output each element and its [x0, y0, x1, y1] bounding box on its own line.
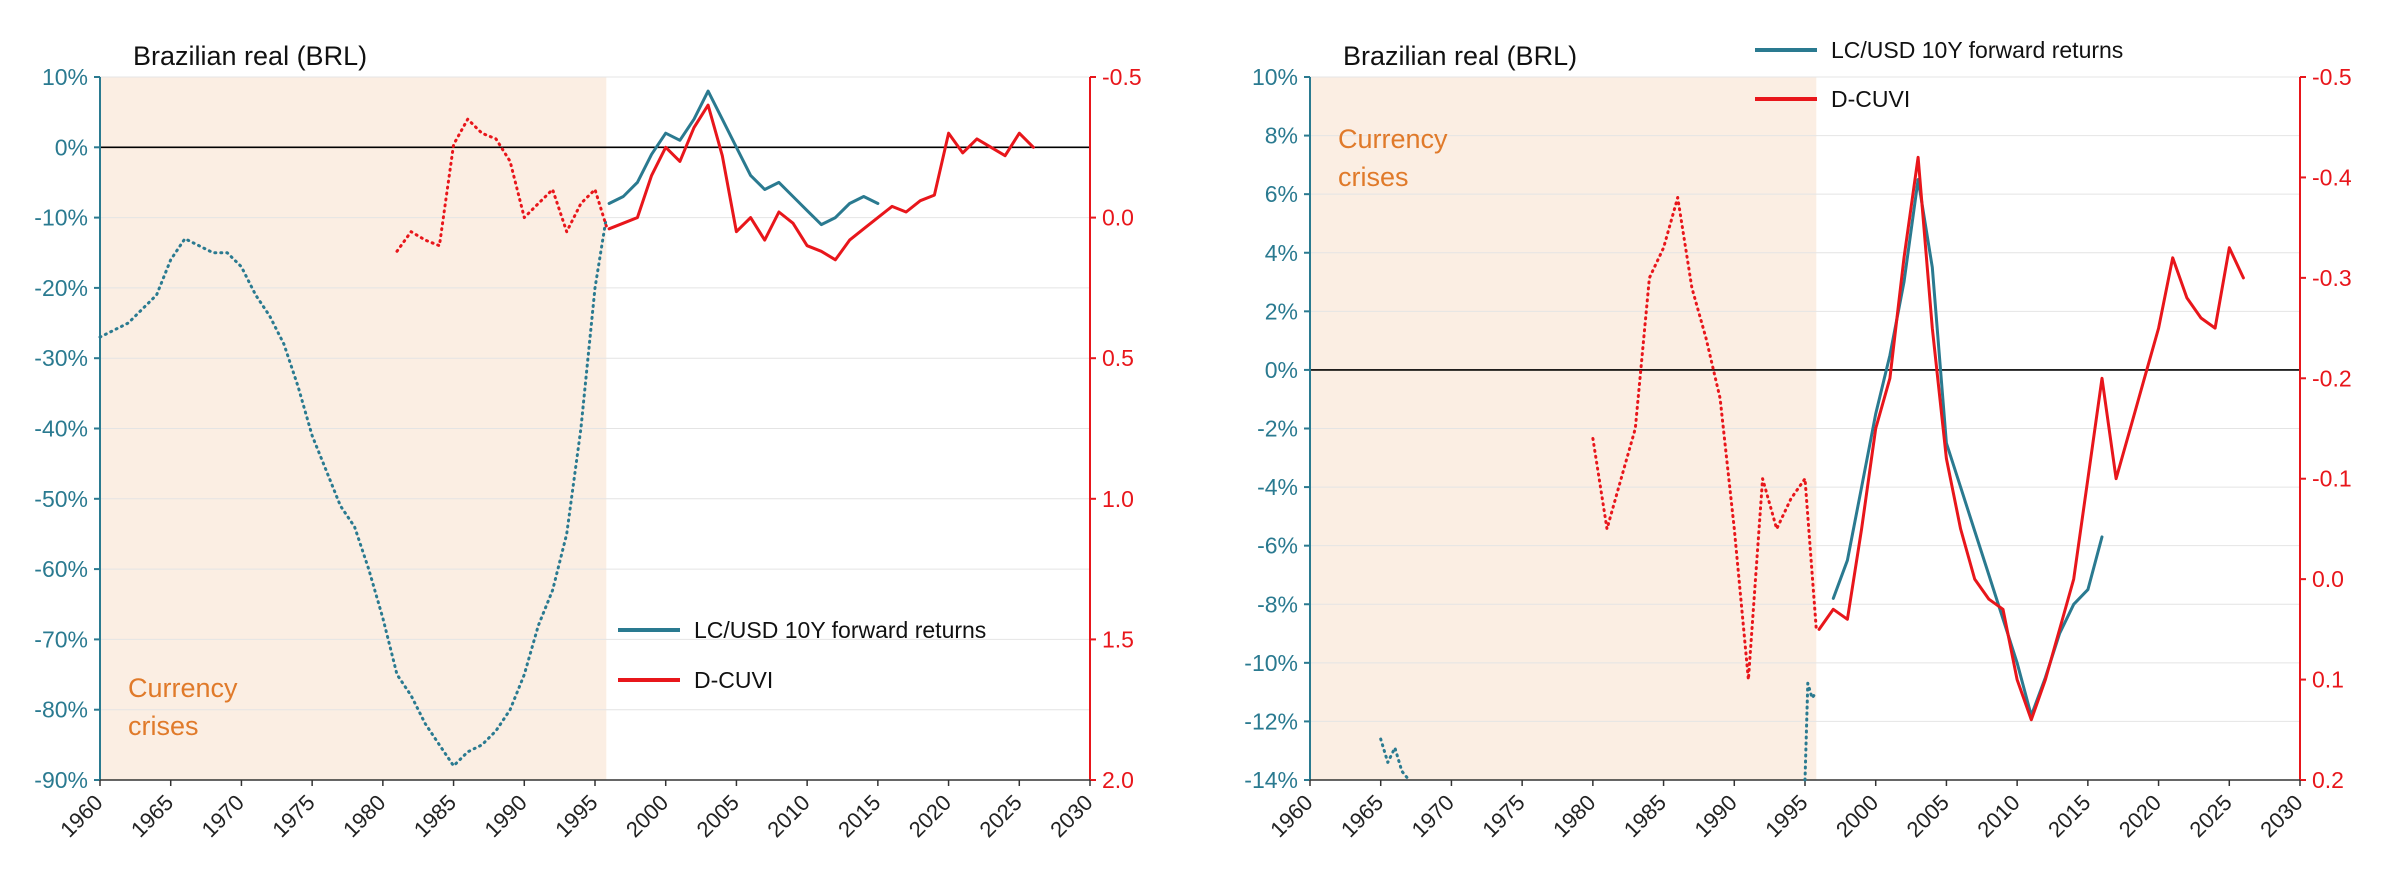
- x-axis-tick-label: 1975: [267, 790, 319, 842]
- x-axis-tick-label: 2005: [1902, 790, 1954, 842]
- dcuvi-series-line-dotted: [395, 117, 608, 253]
- right-axis-tick-label: -0.5: [1102, 64, 1142, 90]
- right-axis-tick-label: -0.2: [2312, 365, 2352, 391]
- x-axis-tick-label: 1985: [1619, 790, 1671, 842]
- x-axis-tick-label: 1995: [1760, 790, 1812, 842]
- left-axis-tick-label: -20%: [34, 275, 88, 301]
- x-axis-tick-label: 2030: [2255, 790, 2307, 842]
- x-axis-tick-label: 1960: [55, 790, 107, 842]
- x-axis-tick-label: 1970: [1407, 790, 1459, 842]
- dcuvi-series-line-dotted: [1591, 196, 1818, 682]
- right-axis-tick-label: 0.5: [1102, 345, 1134, 371]
- legend-entry-label: LC/USD 10Y forward returns: [1831, 37, 2123, 63]
- left-axis-tick-label: -40%: [34, 416, 88, 442]
- x-axis-tick-label: 1970: [197, 790, 249, 842]
- x-axis-tick-label: 2030: [1045, 790, 1097, 842]
- x-axis-tick-label: 2015: [833, 790, 885, 842]
- left-axis-tick-label: 8%: [1265, 123, 1298, 149]
- left-axis-tick-label: -14%: [1244, 767, 1298, 793]
- left-axis-tick-label: -50%: [34, 486, 88, 512]
- x-axis-tick-label: 2000: [1831, 790, 1883, 842]
- x-axis-tick-label: 2005: [692, 790, 744, 842]
- x-axis-tick-label: 2000: [621, 790, 673, 842]
- right-axis-tick-label: -0.4: [2312, 164, 2352, 190]
- x-axis-tick-label: 1965: [126, 790, 178, 842]
- right-axis-tick-label: 0.2: [2312, 767, 2344, 793]
- right-axis-tick-label: 0.0: [1102, 205, 1134, 231]
- legend-entry-label: D-CUVI: [694, 667, 773, 693]
- left-axis-tick-label: -10%: [34, 205, 88, 231]
- right-axis-tick-label: -0.3: [2312, 265, 2352, 291]
- returns-series-line-dotted: [1803, 681, 1818, 782]
- left-axis-tick-label: -70%: [34, 626, 88, 652]
- x-axis-tick-label: 1980: [1548, 790, 1600, 842]
- left-axis-tick-label: -80%: [34, 697, 88, 723]
- left-axis-tick-label: 0%: [1265, 357, 1298, 383]
- x-axis-tick-label: 2010: [762, 790, 814, 842]
- chart-left-panel: Brazilian real (BRL) 10% 0% -10% -20% -30% -4…: [34, 41, 1141, 842]
- dcuvi-series-line-solid: [607, 103, 1035, 262]
- currency-crises-annotation: crises: [128, 711, 199, 741]
- x-axis-tick-label: 2015: [2043, 790, 2095, 842]
- left-axis-tick-label: 10%: [1252, 64, 1298, 90]
- right-axis-tick-label: 1.0: [1102, 486, 1134, 512]
- left-axis-tick-label: 10%: [42, 64, 88, 90]
- left-axis-tick-label: -6%: [1257, 533, 1298, 559]
- right-axis-tick-label: -0.5: [2312, 64, 2352, 90]
- x-axis-tick-label: 2020: [2114, 790, 2166, 842]
- left-axis-tick-label: -90%: [34, 767, 88, 793]
- left-axis-tick-label: -12%: [1244, 708, 1298, 734]
- chart-title: Brazilian real (BRL): [1343, 41, 1577, 71]
- x-axis-tick-label: 1990: [1690, 790, 1742, 842]
- x-axis-tick-label: 2020: [904, 790, 956, 842]
- x-axis-tick-label: 2010: [1972, 790, 2024, 842]
- x-axis-tick-label: 1965: [1336, 790, 1388, 842]
- left-axis-tick-label: 4%: [1265, 240, 1298, 266]
- x-axis-tick-label: 1990: [480, 790, 532, 842]
- left-axis-tick-label: -60%: [34, 556, 88, 582]
- left-axis-tick-label: -8%: [1257, 591, 1298, 617]
- x-axis-tick-label: 1980: [338, 790, 390, 842]
- x-axis-tick-label: 1985: [409, 790, 461, 842]
- legend-entry-label: D-CUVI: [1831, 86, 1910, 112]
- left-axis-tick-label: -30%: [34, 345, 88, 371]
- right-axis-tick-label: 1.5: [1102, 626, 1134, 652]
- left-axis-tick-label: 0%: [55, 134, 88, 160]
- returns-series-line-dotted: [98, 216, 608, 768]
- left-axis-tick-label: 6%: [1265, 181, 1298, 207]
- currency-crises-annotation: Currency: [128, 673, 238, 703]
- right-axis-tick-label: 0.0: [2312, 566, 2344, 592]
- currency-crises-annotation: crises: [1338, 162, 1409, 192]
- x-axis-tick-label: 1995: [550, 790, 602, 842]
- x-axis-tick-label: 2025: [2185, 790, 2237, 842]
- x-axis-tick-label: 1960: [1265, 790, 1317, 842]
- returns-series-line-solid: [607, 89, 880, 227]
- x-axis-tick-label: 1975: [1477, 790, 1529, 842]
- left-axis-tick-label: 2%: [1265, 298, 1298, 324]
- chart-right-panel: Brazilian real (BRL) 10% 8% 6% 4% 2% 0% -2% -4%…: [1244, 37, 2352, 842]
- currency-crises-annotation: Currency: [1338, 124, 1448, 154]
- dcuvi-series-line-solid: [1817, 155, 2245, 722]
- legend-entry-label: LC/USD 10Y forward returns: [694, 617, 986, 643]
- left-axis-tick-label: -2%: [1257, 416, 1298, 442]
- right-axis-tick-label: 2.0: [1102, 767, 1134, 793]
- left-axis-tick-label: -10%: [1244, 650, 1298, 676]
- right-axis-tick-label: 0.1: [2312, 667, 2344, 693]
- left-axis-tick-label: -4%: [1257, 474, 1298, 500]
- right-axis-tick-label: -0.1: [2312, 466, 2352, 492]
- x-axis-tick-label: 2025: [975, 790, 1027, 842]
- chart-title: Brazilian real (BRL): [133, 41, 367, 71]
- returns-series-line-dotted: [1379, 737, 1411, 782]
